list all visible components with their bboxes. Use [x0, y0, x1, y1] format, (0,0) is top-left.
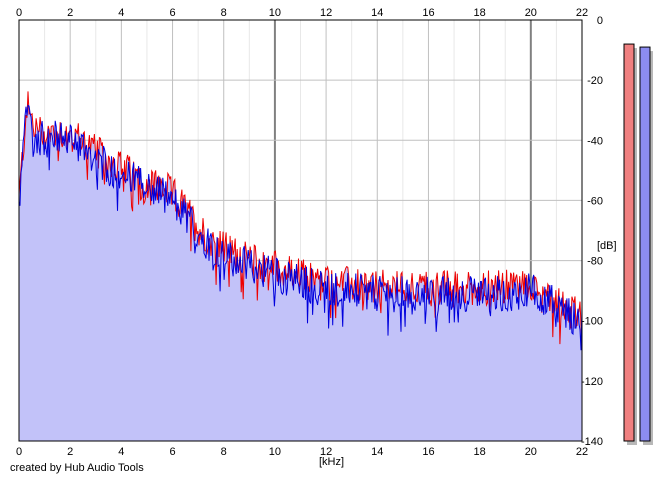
right-level-meter — [639, 46, 651, 442]
y-tick-label: -80 — [587, 256, 603, 268]
y-tick-label: -100 — [581, 316, 603, 328]
x-tick-label-top: 14 — [371, 7, 383, 19]
x-tick-label-top: 0 — [16, 7, 22, 19]
x-tick-label-top: 12 — [320, 7, 332, 19]
x-tick-label: 2 — [67, 446, 73, 458]
x-axis-label: [kHz] — [319, 456, 345, 468]
y-tick-label: 0 — [597, 15, 603, 27]
x-axis-bottom-ticks: 0 2 4 6 8 10 12 14 16 18 20 22 — [16, 446, 588, 458]
level-meters — [623, 43, 653, 446]
x-tick-label: 4 — [118, 446, 124, 458]
x-tick-label-top: 22 — [576, 7, 588, 19]
x-tick-label-top: 16 — [422, 7, 434, 19]
x-tick-label: 14 — [371, 446, 383, 458]
right-channel-trace — [18, 104, 583, 351]
x-axis-top-ticks: 0 2 4 6 8 10 12 14 16 18 20 22 — [16, 7, 588, 19]
y-tick-label: -120 — [581, 376, 603, 388]
x-tick-label: 12 — [320, 446, 332, 458]
x-tick-label: 0 — [16, 446, 22, 458]
x-tick-label: 18 — [474, 446, 486, 458]
x-tick-label-top: 10 — [269, 7, 281, 19]
x-tick-label-top: 20 — [525, 7, 537, 19]
x-tick-label: 6 — [169, 446, 175, 458]
x-tick-label: 10 — [269, 446, 281, 458]
x-tick-label-top: 8 — [221, 7, 227, 19]
y-axis-label: [dB] — [597, 240, 617, 252]
x-tick-label-top: 4 — [118, 7, 124, 19]
credit-text: created by Hub Audio Tools — [10, 462, 144, 474]
x-tick-label: 22 — [576, 446, 588, 458]
x-tick-label-top: 6 — [169, 7, 175, 19]
y-tick-label: -60 — [587, 195, 603, 207]
x-tick-label-top: 18 — [474, 7, 486, 19]
y-axis-ticks: 0 -20 -40 -60 -80 -100 -120 -140 — [581, 15, 603, 448]
x-tick-label: 16 — [422, 446, 434, 458]
x-tick-label: 20 — [525, 446, 537, 458]
x-tick-label-top: 2 — [67, 7, 73, 19]
left-level-meter — [623, 43, 635, 442]
y-tick-label: -140 — [581, 436, 603, 448]
x-tick-label: 8 — [221, 446, 227, 458]
y-tick-label: -40 — [587, 135, 603, 147]
plot-border — [18, 19, 583, 442]
y-tick-label: -20 — [587, 75, 603, 87]
